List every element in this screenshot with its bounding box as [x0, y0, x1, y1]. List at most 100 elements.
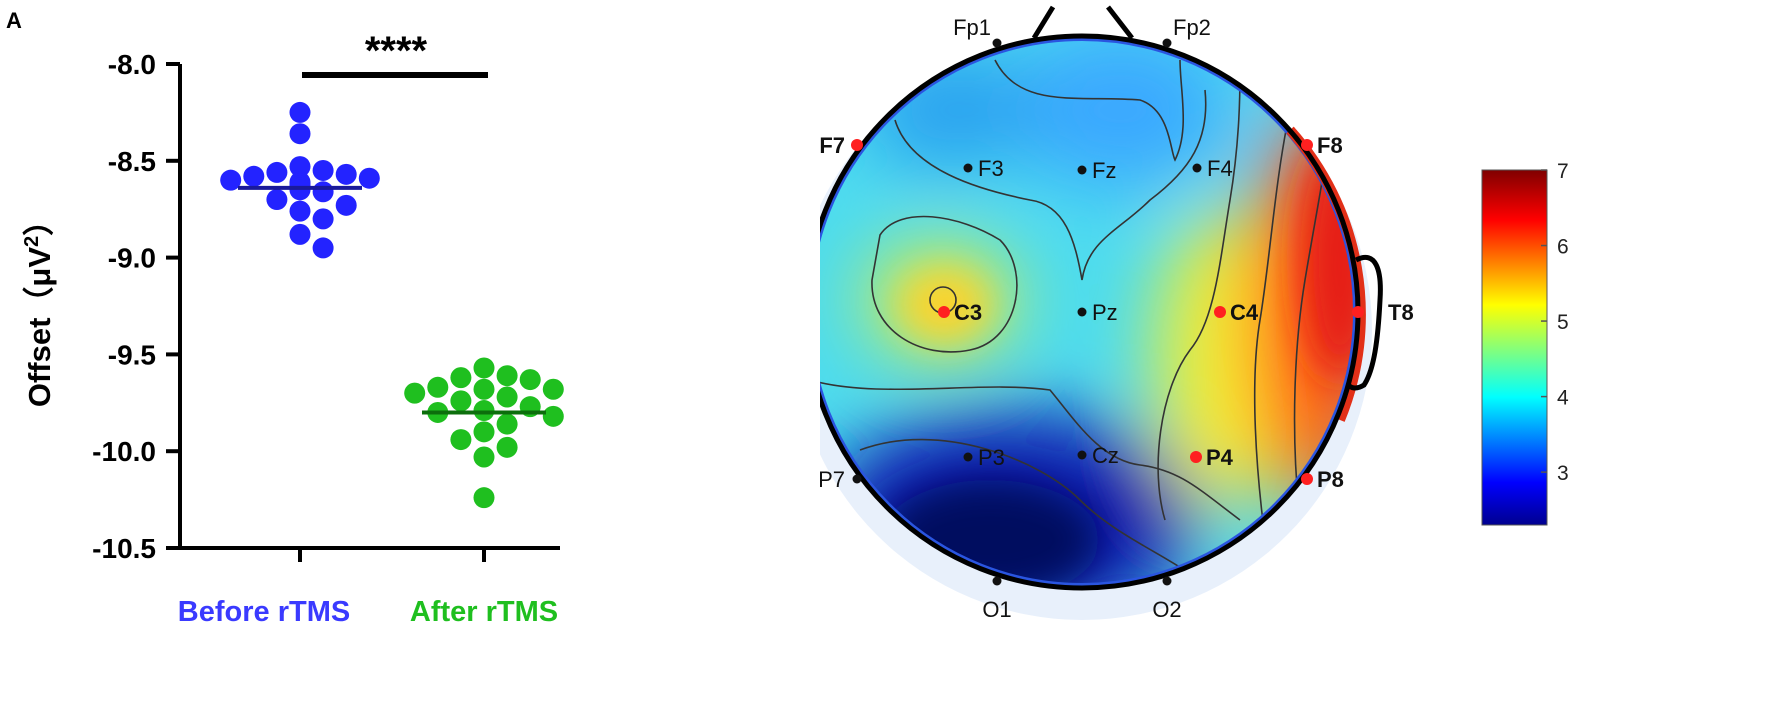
y-axis-unit-sup: 2 [21, 236, 43, 247]
y-tick-label: -9.5 [108, 339, 156, 370]
electrode-label-pz: Pz [1092, 300, 1118, 325]
data-point [450, 367, 472, 389]
y-ticks: -8.0 -8.5 -9.0 -9.5 -10.0 -10.5 [92, 49, 180, 564]
electrode-label-fp1: Fp1 [953, 15, 991, 40]
electrode-label-c3: C3 [954, 300, 982, 325]
data-point [220, 169, 242, 191]
electrode-p7 [852, 474, 862, 484]
y-tick-label: -10.0 [92, 436, 156, 467]
electrode-label-f8: F8 [1317, 133, 1343, 158]
panel-a-svg: A Offset（μV2） -8.0 -8.5 -9.0 -9.5 -10.0 -10.5… [6, 8, 564, 628]
electrode-f7 [851, 139, 863, 151]
electrode-pz [1077, 307, 1087, 317]
data-point [496, 365, 518, 387]
y-tick-label: -9.0 [108, 243, 156, 274]
data-point [404, 382, 426, 404]
panel-a-scatter-plot: A Offset（μV2） -8.0 -8.5 -9.0 -9.5 -10.0 -10.5… [0, 0, 820, 710]
data-point [266, 189, 288, 211]
panel-b-topomap: B [768, 0, 1772, 710]
electrode-cz [1077, 450, 1087, 460]
data-point [496, 413, 518, 435]
colorbar-tick-label: 3 [1557, 462, 1569, 485]
colorbar-ticks: 7 6 5 4 3 [1541, 160, 1569, 485]
electrode-label-p4: P4 [1206, 445, 1234, 470]
data-point [289, 101, 311, 123]
nose-right [1106, 5, 1134, 40]
data-point [473, 487, 495, 509]
y-axis-unit-right: ） [22, 205, 57, 236]
electrode-c4 [1214, 306, 1226, 318]
data-point [289, 156, 311, 178]
data-point [450, 429, 472, 451]
electrode-label-f4: F4 [1207, 156, 1233, 181]
electrode-label-p8: P8 [1317, 467, 1344, 492]
electrode-p3 [963, 452, 973, 462]
x-label-after-rtms: After rTMS [410, 596, 558, 628]
electrode-label-fp2: Fp2 [1173, 15, 1211, 40]
data-point [358, 167, 380, 189]
electrode-f4 [1192, 163, 1202, 173]
electrode-label-c4: C4 [1230, 300, 1259, 325]
data-point [312, 208, 334, 230]
significance-stars: **** [365, 29, 428, 73]
electrodes: Fp1Fp2F7F8F3FzF4T7C3PzC4T8P7P3CzP4P8O1O2 [768, 15, 1414, 622]
data-point [289, 123, 311, 145]
electrode-label-p3: P3 [978, 445, 1005, 470]
electrode-label-cz: Cz [1092, 443, 1119, 468]
nose-left [1031, 5, 1056, 40]
electrode-label-t8: T8 [1388, 300, 1414, 325]
data-point [473, 446, 495, 468]
y-tick-label: -8.0 [108, 49, 156, 80]
right-ear [1345, 255, 1383, 391]
electrode-fp2 [1162, 38, 1172, 48]
data-point [473, 421, 495, 443]
data-point [266, 161, 288, 183]
data-point [312, 159, 334, 181]
data-point [335, 163, 357, 185]
colorbar-tick-label: 5 [1557, 311, 1569, 334]
data-point [542, 405, 564, 427]
y-tick-label: -8.5 [108, 146, 156, 177]
data-point [427, 376, 449, 398]
y-axis-unit-left: （μV [22, 247, 57, 318]
colorbar-tick-label: 4 [1557, 387, 1569, 410]
electrode-p4 [1190, 451, 1202, 463]
y-axis-title: Offset（μV2） [21, 205, 57, 407]
electrode-label-f3: F3 [978, 156, 1004, 181]
data-point [542, 378, 564, 400]
data-point [519, 369, 541, 391]
y-axis-label: Offset [22, 318, 57, 408]
y-tick-label: -10.5 [92, 533, 156, 564]
electrode-label-p7: P7 [820, 467, 845, 492]
data-point [243, 165, 265, 187]
data-point [496, 436, 518, 458]
data-point [473, 357, 495, 379]
electrode-label-o1: O1 [982, 597, 1011, 622]
panel-b-svg: B [768, 5, 1569, 622]
data-point [289, 200, 311, 222]
data-point [496, 386, 518, 408]
electrode-f8 [1301, 139, 1313, 151]
electrode-label-o2: O2 [1152, 597, 1181, 622]
electrode-o2 [1162, 576, 1172, 586]
data-point [289, 223, 311, 245]
colorbar [1481, 169, 1548, 526]
electrode-o1 [992, 576, 1002, 586]
data-point [473, 378, 495, 400]
electrode-label-f7: F7 [820, 133, 845, 158]
electrode-label-fz: Fz [1092, 158, 1116, 183]
electrode-c3 [938, 306, 950, 318]
electrode-t8 [1352, 306, 1364, 318]
data-point [335, 194, 357, 216]
data-point [312, 237, 334, 259]
electrode-fz [1077, 165, 1087, 175]
colorbar-tick-label: 7 [1557, 160, 1569, 183]
scatter-points [220, 101, 564, 509]
panel-a-letter: A [6, 8, 22, 33]
electrode-p8 [1301, 473, 1313, 485]
colorbar-tick-label: 6 [1557, 236, 1569, 259]
data-point [450, 390, 472, 412]
electrode-fp1 [992, 38, 1002, 48]
data-point [312, 181, 334, 203]
electrode-f3 [963, 163, 973, 173]
